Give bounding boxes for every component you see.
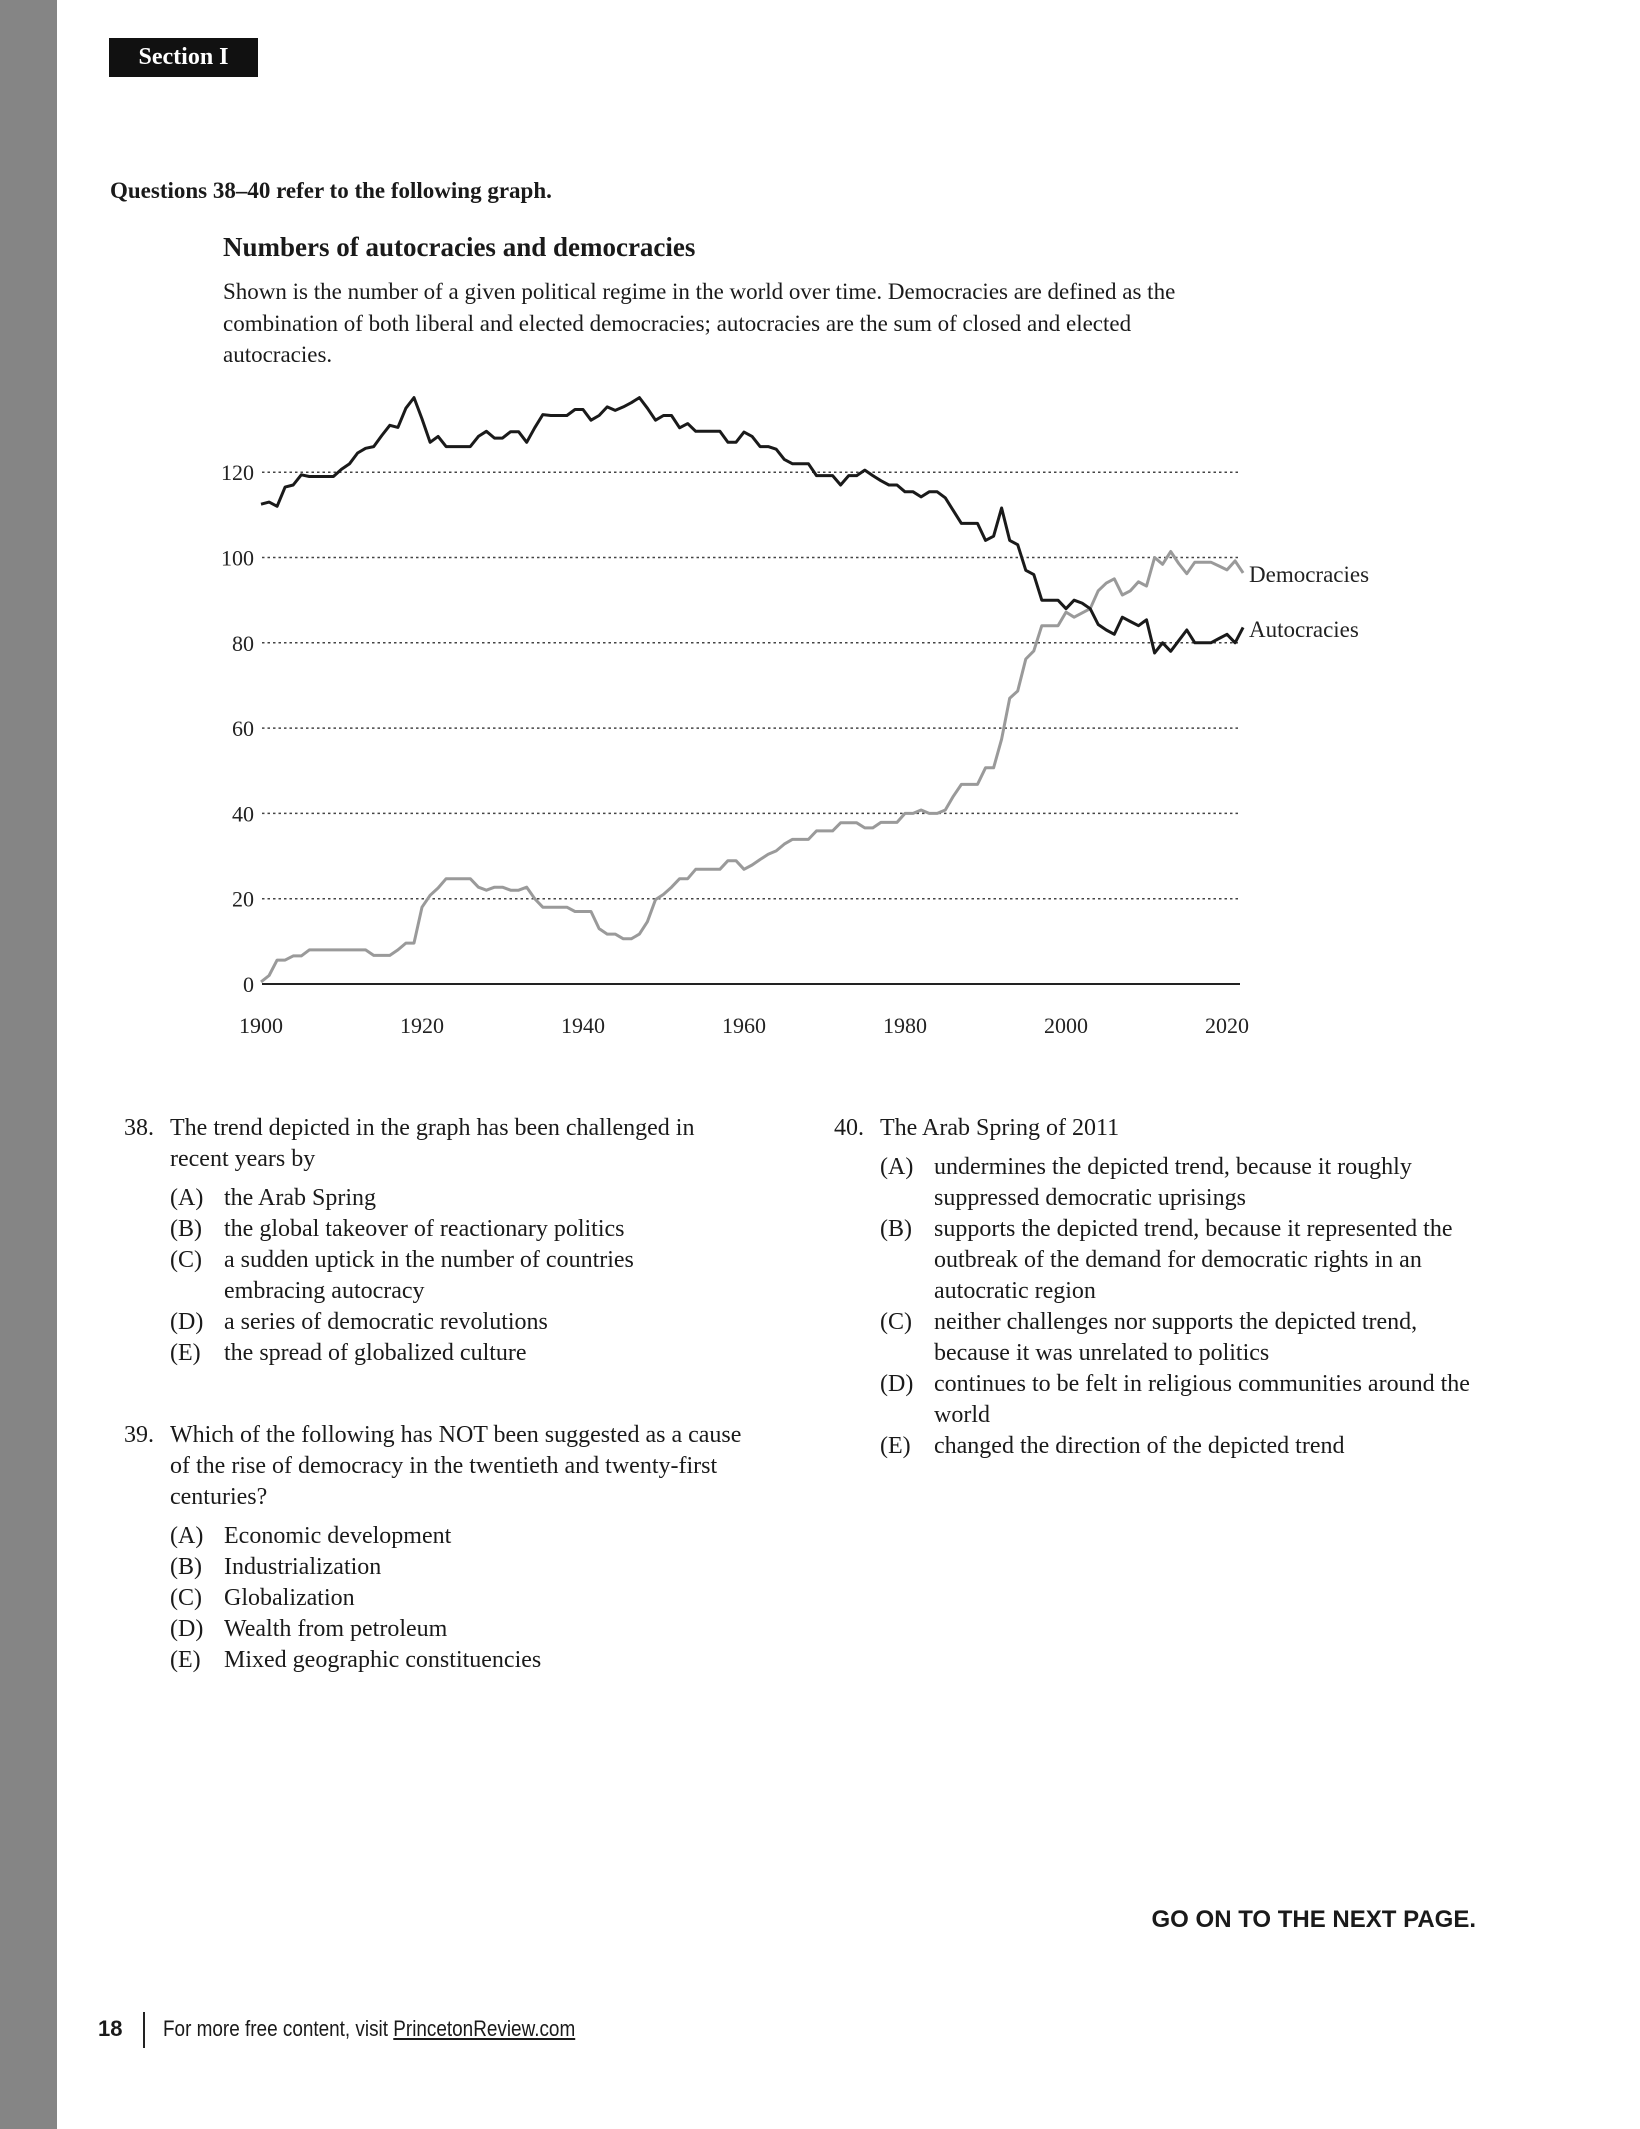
option-text: supports the depicted trend, because it … (934, 1216, 1453, 1304)
option-label: (B) (170, 1554, 202, 1580)
chart-title: Numbers of autocracies and democracies (223, 232, 696, 262)
option-text: Industrialization (224, 1554, 382, 1580)
question-stem: The Arab Spring of 2011 (880, 1115, 1120, 1141)
option-text: Wealth from petroleum (224, 1616, 448, 1642)
series-line-autocracies (260, 396, 1245, 655)
footer-label: For more free content, visit (163, 2016, 394, 2041)
x-tick-label: 1900 (239, 1013, 283, 1038)
y-tick-label: 80 (232, 631, 254, 656)
option-text: Economic development (224, 1523, 452, 1549)
answer-option[interactable]: (D) Wealth from petroleum (170, 1614, 750, 1645)
question-39: 39. Which of the following has NOT been s… (124, 1420, 750, 1676)
option-label: (E) (170, 1340, 201, 1366)
question-number: 39. (124, 1422, 154, 1448)
footer-text: For more free content, visit PrincetonRe… (163, 2012, 575, 2046)
answer-option[interactable]: (B) Industrialization (170, 1552, 750, 1583)
answer-option[interactable]: (D) a series of democratic revolutions (170, 1307, 750, 1338)
option-text: a sudden uptick in the number of countri… (224, 1247, 634, 1304)
option-text: continues to be felt in religious commun… (934, 1371, 1470, 1428)
question-number: 40. (834, 1115, 864, 1141)
series-label-democracies: Democracies (1249, 562, 1369, 587)
answer-option[interactable]: (E) Mixed geographic constituencies (170, 1645, 750, 1676)
y-tick-label: 60 (232, 716, 254, 741)
answer-options: (A) undermines the depicted trend, becaus… (880, 1152, 1482, 1462)
x-tick-label: 1960 (722, 1013, 766, 1038)
x-tick-label: 2020 (1205, 1013, 1249, 1038)
x-tick-label: 1940 (561, 1013, 605, 1038)
section-label: Section I (109, 38, 258, 77)
option-label: (B) (170, 1216, 202, 1242)
princeton-review-link[interactable]: PrincetonReview.com (393, 2016, 576, 2041)
answer-option[interactable]: (C) a sudden uptick in the number of coun… (170, 1245, 750, 1307)
answer-option[interactable]: (C) neither challenges nor supports the d… (880, 1307, 1482, 1369)
question-number: 38. (124, 1115, 154, 1141)
option-text: neither challenges nor supports the depi… (934, 1309, 1418, 1366)
option-text: changed the direction of the depicted tr… (934, 1433, 1345, 1459)
questions-intro: Questions 38–40 refer to the following g… (110, 178, 552, 203)
option-label: (D) (170, 1309, 204, 1335)
option-text: the Arab Spring (224, 1185, 376, 1211)
answer-option[interactable]: (A) Economic development (170, 1521, 750, 1552)
x-tick-label: 2000 (1044, 1013, 1088, 1038)
y-tick-label: 20 (232, 887, 254, 912)
chart-subtitle: Shown is the number of a given political… (223, 279, 1176, 367)
answer-options: (A) Economic development (B) Industrializat… (170, 1521, 750, 1676)
series-label-autocracies: Autocracies (1249, 617, 1359, 642)
page-number: 18 (98, 2016, 123, 2041)
option-label: (D) (170, 1616, 204, 1642)
option-label: (A) (170, 1523, 204, 1549)
answer-option[interactable]: (E) changed the direction of the depicted… (880, 1431, 1482, 1462)
option-label: (A) (880, 1154, 914, 1180)
question-stem: Which of the following has NOT been sugg… (170, 1422, 742, 1510)
answer-option[interactable]: (D) continues to be felt in religious com… (880, 1369, 1482, 1431)
option-label: (C) (170, 1585, 202, 1611)
footer-divider (143, 2012, 145, 2048)
option-label: (D) (880, 1371, 914, 1397)
option-text: a series of democratic revolutions (224, 1309, 548, 1335)
y-tick-label: 120 (221, 460, 254, 485)
option-text: the spread of globalized culture (224, 1340, 527, 1366)
page-edge-bar (0, 0, 57, 2129)
option-text: undermines the depicted trend, because i… (934, 1154, 1412, 1211)
series-line-democracies (260, 550, 1245, 984)
answer-option[interactable]: (A) the Arab Spring (170, 1183, 750, 1214)
answer-option[interactable]: (B) supports the depicted trend, because … (880, 1214, 1482, 1307)
y-tick-label: 40 (232, 801, 254, 826)
option-text: Globalization (224, 1585, 355, 1611)
question-stem: The trend depicted in the graph has been… (170, 1115, 695, 1172)
option-label: (C) (880, 1309, 912, 1335)
go-on-notice: GO ON TO THE NEXT PAGE. (1151, 1906, 1476, 1933)
question-38: 38. The trend depicted in the graph has b… (124, 1113, 750, 1369)
answer-option[interactable]: (A) undermines the depicted trend, becaus… (880, 1152, 1482, 1214)
answer-option[interactable]: (C) Globalization (170, 1583, 750, 1614)
answer-options: (A) the Arab Spring (B) the global takeover… (170, 1183, 750, 1369)
option-label: (A) (170, 1185, 204, 1211)
y-tick-label: 100 (221, 546, 254, 571)
option-label: (E) (880, 1433, 911, 1459)
x-tick-label: 1920 (400, 1013, 444, 1038)
option-label: (E) (170, 1647, 201, 1673)
answer-option[interactable]: (E) the spread of globalized culture (170, 1338, 750, 1369)
option-label: (B) (880, 1216, 912, 1242)
y-tick-label: 0 (243, 972, 254, 997)
option-label: (C) (170, 1247, 202, 1273)
option-text: the global takeover of reactionary polit… (224, 1216, 625, 1242)
answer-option[interactable]: (B) the global takeover of reactionary po… (170, 1214, 750, 1245)
line-chart: 0 20 40 60 80 100 120 1900 1920 1940 1960 1980 2000 2… (221, 396, 1369, 1038)
question-40: 40. The Arab Spring of 2011 (A) undermines … (834, 1113, 1482, 1462)
x-tick-label: 1980 (883, 1013, 927, 1038)
option-text: Mixed geographic constituencies (224, 1647, 542, 1673)
